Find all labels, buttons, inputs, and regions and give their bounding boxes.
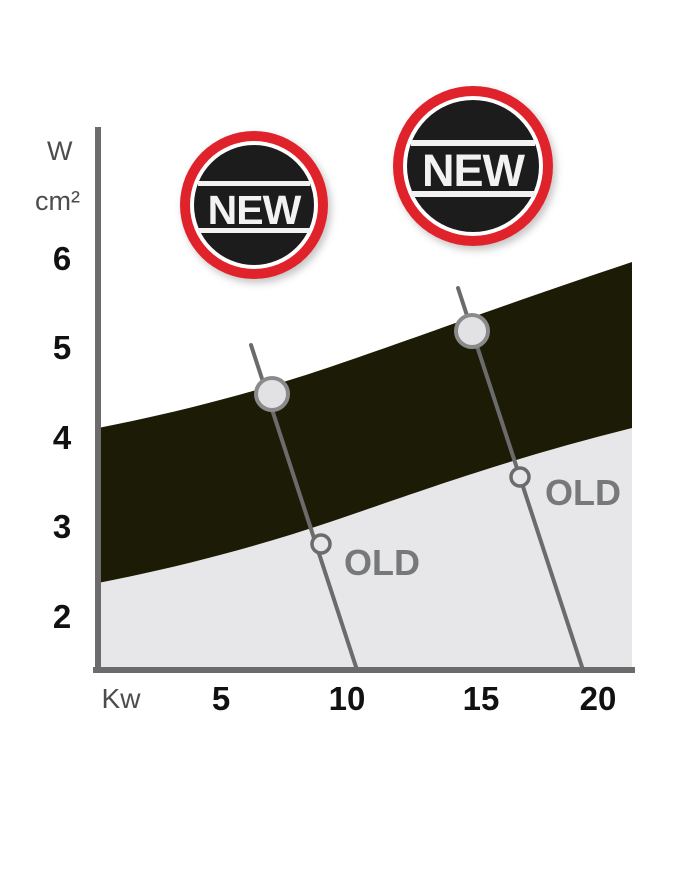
old-region-area	[98, 428, 632, 670]
x-tick-15: 15	[463, 680, 500, 717]
marker-new-left[interactable]	[254, 376, 290, 412]
badge-label-right: NEW	[422, 145, 526, 196]
y-tick-6: 6	[53, 240, 71, 277]
y-axis-unit-numerator: W	[47, 136, 73, 166]
badge-new-right[interactable]: NEW	[393, 86, 553, 246]
x-tick-5: 5	[212, 680, 230, 717]
old-label-left: OLD	[344, 542, 420, 583]
badge-black-disc-left	[194, 145, 314, 265]
badge-rule-bottom-right	[411, 191, 535, 197]
badge-label-left: NEW	[208, 187, 302, 233]
marker-new-right[interactable]	[454, 313, 490, 349]
x-axis-unit: Kw	[102, 683, 142, 714]
y-tick-3: 3	[53, 508, 71, 545]
old-label-right: OLD	[545, 472, 621, 513]
x-tick-10: 10	[329, 680, 366, 717]
y-axis-unit-denominator: cm²	[35, 186, 80, 216]
x-tick-20: 20	[580, 680, 617, 717]
new-band-area	[98, 262, 632, 583]
y-tick-4: 4	[53, 419, 72, 456]
badge-rule-bottom-left	[198, 228, 310, 233]
y-tick-2: 2	[53, 598, 71, 635]
badge-rule-top-right	[411, 140, 535, 146]
badge-black-disc-right	[407, 100, 539, 232]
marker-old-right[interactable]	[509, 466, 531, 488]
marker-old-left[interactable]	[310, 533, 332, 555]
y-tick-5: 5	[53, 329, 71, 366]
badge-new-left[interactable]: NEW	[180, 131, 328, 279]
badge-rule-top-left	[198, 181, 310, 186]
